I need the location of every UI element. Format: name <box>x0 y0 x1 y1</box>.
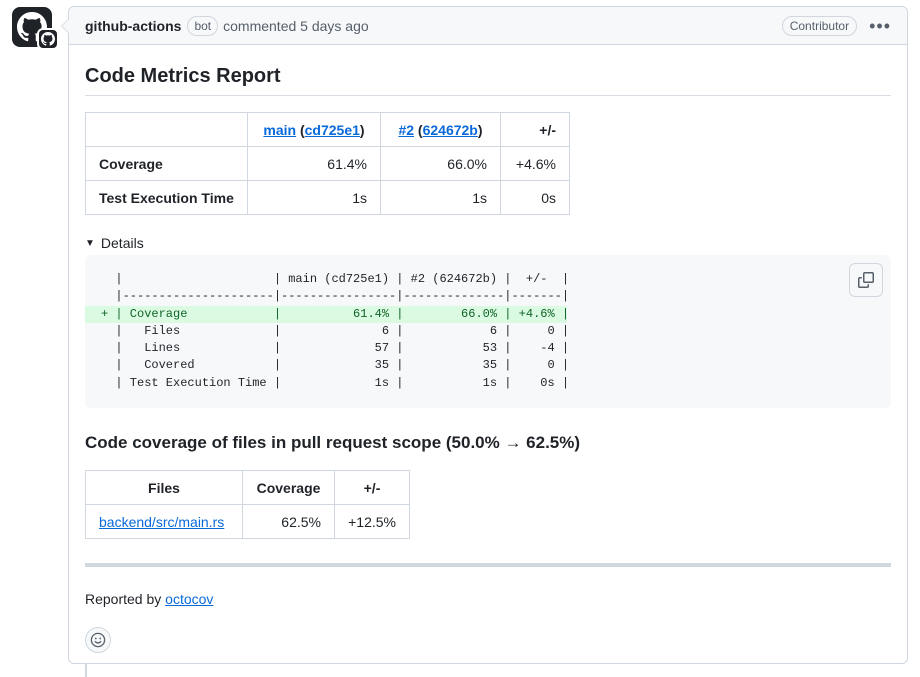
code-block: | | main (cd725e1) | #2 (624672b) | +/- … <box>85 255 891 409</box>
table-cell: 1s <box>380 180 501 215</box>
main-commit-link[interactable]: cd725e1 <box>304 121 360 138</box>
add-reaction-button[interactable] <box>85 627 111 654</box>
comment-header: github-actions bot commented 5 days ago … <box>69 7 907 45</box>
table-header-cell: Files <box>85 470 243 506</box>
paren-open: ( <box>299 121 305 138</box>
table-header-row: Files Coverage +/- <box>85 470 410 506</box>
scope-title: Code coverage of files in pull request s… <box>85 433 581 453</box>
table-cell: Test Execution Time <box>85 180 248 215</box>
table-row: Coverage 61.4% 66.0% +4.6% <box>85 146 570 181</box>
octocov-link[interactable]: octocov <box>165 591 214 608</box>
file-link[interactable]: backend/src/main.rs <box>99 513 225 530</box>
code-line: | Files | 6 | 6 | 0 | <box>101 323 570 338</box>
table-cell: +4.6% <box>500 146 570 181</box>
copy-icon <box>858 272 874 288</box>
comment-box: github-actions bot commented 5 days ago … <box>61 6 908 664</box>
more-options-icon[interactable]: ••• <box>869 15 891 36</box>
table-cell: Coverage <box>85 146 248 181</box>
table-header-cell: +/- <box>334 470 410 506</box>
table-cell: 0s <box>500 180 570 215</box>
files-table: Files Coverage +/- backend/src/main.rs 6… <box>85 470 410 540</box>
avatar-badge <box>37 28 59 50</box>
copy-button[interactable] <box>849 263 883 297</box>
bot-badge: bot <box>187 15 219 36</box>
table-row: backend/src/main.rs 62.5% +12.5% <box>85 504 410 540</box>
timeline-line <box>85 663 87 677</box>
metrics-table: main (cd725e1) #2 (624672b) +/- Coverage… <box>85 112 570 215</box>
report-title: Code Metrics Report <box>85 63 891 96</box>
table-header-row: main (cd725e1) #2 (624672b) +/- <box>85 112 570 147</box>
comment-timestamp[interactable]: commented 5 days ago <box>223 17 369 34</box>
reported-by: Reported by octocov <box>85 591 891 607</box>
code-content[interactable]: | | main (cd725e1) | #2 (624672b) | +/- … <box>85 271 891 392</box>
code-line: | | main (cd725e1) | #2 (624672b) | +/- … <box>101 272 570 286</box>
github-mark-icon <box>41 32 55 46</box>
smiley-icon <box>90 632 106 648</box>
table-cell: backend/src/main.rs <box>85 504 243 540</box>
author-link[interactable]: github-actions <box>85 17 182 34</box>
table-cell: 1s <box>247 180 381 215</box>
pr-commit-link[interactable]: 624672b <box>422 121 478 138</box>
table-header-cell: main (cd725e1) <box>247 112 381 147</box>
paren-close: ) <box>477 121 483 138</box>
code-line-added: + | Coverage | 61.4% | 66.0% | +4.6% | <box>85 305 569 323</box>
details-label: Details <box>100 235 144 251</box>
table-cell: +12.5% <box>334 504 410 540</box>
table-cell: 62.5% <box>242 504 335 540</box>
details-section: ▼ Details | | main (cd725e1) | #2 (62467… <box>85 235 891 409</box>
paren-close: ) <box>359 121 365 138</box>
table-header-cell: +/- <box>500 112 570 147</box>
code-line: |---------------------|----------------|… <box>101 289 570 304</box>
details-summary[interactable]: ▼ Details <box>85 235 891 251</box>
pr-link[interactable]: #2 <box>398 121 415 138</box>
triangle-down-icon: ▼ <box>85 237 95 249</box>
comment-body: Code Metrics Report main (cd725e1) #2 (6… <box>69 45 907 669</box>
table-header-cell: #2 (624672b) <box>380 112 501 147</box>
table-row: Test Execution Time 1s 1s 0s <box>85 180 570 215</box>
separator <box>85 563 891 568</box>
table-cell: 61.4% <box>247 146 381 181</box>
code-line: | Covered | 35 | 35 | 0 | <box>101 358 570 373</box>
table-cell: 66.0% <box>380 146 501 181</box>
role-badge: Contributor <box>781 15 858 36</box>
paren-open: ( <box>417 121 423 138</box>
code-line: | Lines | 57 | 53 | -4 | <box>101 341 570 356</box>
reported-by-prefix: Reported by <box>85 591 166 608</box>
table-header-cell: Coverage <box>242 470 335 506</box>
comment-caret-fill <box>62 18 70 34</box>
table-header-cell <box>85 112 248 147</box>
main-branch-link[interactable]: main <box>263 121 297 138</box>
code-line: | Test Execution Time | 1s | 1s | 0s | <box>101 375 570 390</box>
